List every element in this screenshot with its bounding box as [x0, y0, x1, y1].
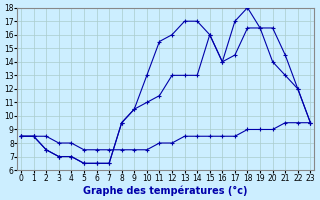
- X-axis label: Graphe des températures (°c): Graphe des températures (°c): [84, 185, 248, 196]
